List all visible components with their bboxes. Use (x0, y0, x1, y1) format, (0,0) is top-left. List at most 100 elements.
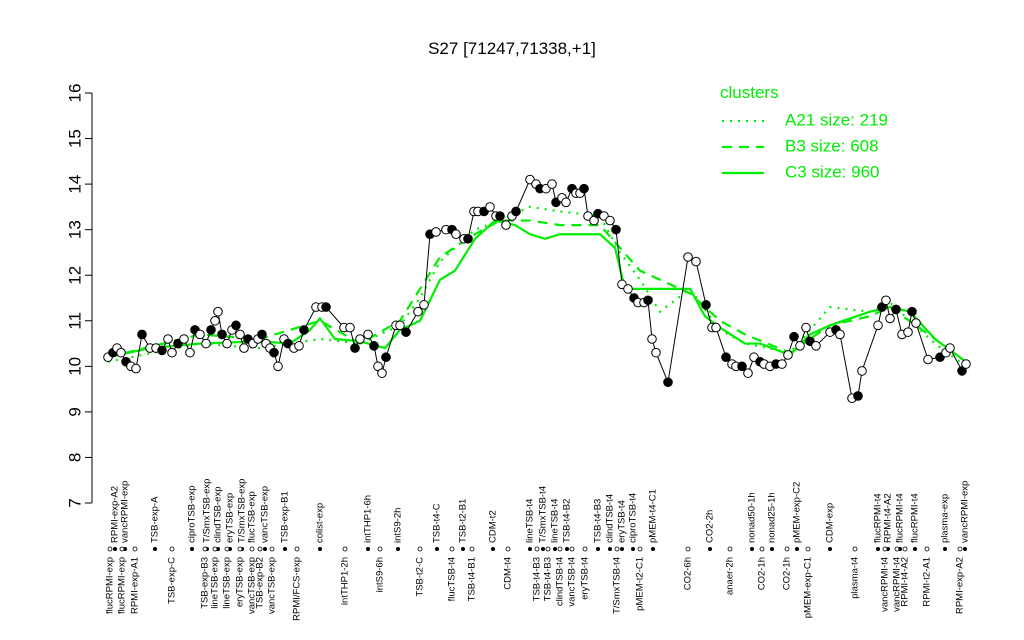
x-tick-label: RPMI-t4-A2 (900, 557, 911, 607)
x-tick-label: TSB-t4-B1 (467, 557, 478, 601)
x-tick-dot (491, 547, 495, 551)
x-tick-label: clindTSB-exp (213, 487, 224, 544)
sample-point (561, 197, 571, 208)
sample-point (683, 252, 693, 262)
x-tick-dot (620, 547, 624, 551)
x-tick-dot (795, 547, 799, 551)
y-tick-label: 7 (65, 498, 84, 507)
sample-point (835, 329, 845, 340)
sample-point (137, 329, 147, 340)
x-tick-label: flucTSB-exp (247, 491, 258, 543)
x-tick-label: RPMI-t2-A1 (922, 557, 933, 607)
x-tick-dot (828, 547, 832, 551)
x-tick-label: eryTSB-exp (235, 557, 246, 607)
x-tick-label: vancTSB-exp (247, 557, 258, 614)
sample-point (350, 343, 360, 353)
sample-point (299, 325, 309, 335)
sample-point (579, 183, 589, 194)
x-tick-label: flucTSB-t4 (447, 557, 458, 601)
x-tick-dot (541, 547, 545, 551)
sample-point (891, 304, 901, 315)
x-tick-dot (269, 546, 275, 552)
x-tick-label: intTHP1-6h (363, 495, 374, 543)
sample-point (463, 233, 473, 244)
y-tick-label: 9 (65, 407, 84, 416)
x-tick-label: ciproTSB-exp (187, 485, 198, 543)
sample-point (269, 347, 279, 358)
x-tick-label: T/SmxTSB-exp (237, 479, 248, 543)
x-tick-dot (553, 547, 557, 551)
sample-point (923, 354, 933, 365)
sample-point (201, 338, 211, 349)
sample-point (321, 302, 331, 312)
chart-title: S27 [71247,71338,+1] (428, 39, 596, 58)
x-tick-label: nonad50-1h (747, 492, 758, 543)
x-tick-dot (417, 546, 423, 552)
sample-point (167, 347, 177, 358)
x-tick-label: vancTSB-exp (260, 486, 271, 543)
x-tick-label: lineTSB-t4 (550, 499, 561, 543)
x-tick-label: RPMI-exp-A2 (110, 486, 121, 543)
legend-label: B3 size: 608 (785, 136, 879, 155)
x-tick-dot (882, 546, 888, 552)
x-tick-dot (913, 547, 917, 551)
x-tick-label: nonad25-1h (767, 492, 778, 543)
x-tick-dot (545, 546, 551, 552)
sample-point (157, 345, 167, 356)
x-tick-dot (557, 546, 563, 552)
sample-point (783, 350, 793, 360)
x-tick-label: pMEM-t2-C1 (635, 557, 646, 611)
y-tick-label: 15 (65, 129, 84, 148)
legend-title: clusters (720, 83, 779, 102)
x-tick-label: RPMI/FCS-exp (292, 557, 303, 621)
x-tick-label: CO2-6h (683, 557, 694, 590)
x-tick-dot (366, 547, 370, 551)
x-tick-dot (852, 546, 858, 552)
sample-point (381, 352, 391, 363)
x-tick-dot (263, 547, 267, 551)
sample-point (369, 341, 379, 351)
x-tick-label: TSB-exp-B2 (255, 557, 266, 609)
x-tick-dot (342, 546, 348, 552)
x-tick-label: pMEM-t4-C1 (648, 489, 659, 543)
x-tick-dot (237, 546, 243, 552)
x-tick-label: TSB-t4-C (432, 503, 443, 543)
x-tick-label: T/SmxTSB-t4 (612, 557, 623, 614)
x-tick-label: anaer-2h (725, 557, 736, 595)
x-tick-label: clindTSB-t4 (605, 494, 616, 543)
sample-point (651, 347, 661, 358)
x-tick-label: CDM-t4 (503, 557, 514, 590)
x-tick-dot (727, 546, 733, 552)
sample-point (701, 300, 711, 310)
x-tick-dot (876, 547, 880, 551)
x-tick-dot (113, 547, 117, 551)
x-tick-label: TSB-t4-B3 (593, 499, 604, 543)
x-tick-label: TSB-exp-C (167, 557, 178, 604)
x-tick-dot (608, 547, 612, 551)
sample-point (235, 329, 245, 340)
sample-point (647, 334, 657, 344)
x-tick-dot (107, 546, 113, 552)
x-tick-label: colist-exp (315, 503, 326, 543)
sample-point (907, 306, 917, 317)
sample-point (721, 352, 731, 363)
x-tick-label: pMEM-exp-C2 (792, 482, 803, 543)
sample-point (217, 329, 227, 340)
x-tick-label: TSB-exp-B1 (280, 491, 291, 543)
x-tick-label: vancRPMI-t4 (892, 557, 903, 612)
x-tick-label: T/SmxTSB-exp (202, 479, 213, 543)
legend-label: A21 size: 219 (785, 110, 888, 129)
x-tick-label: plasma-t4 (850, 557, 861, 599)
sample-point (495, 211, 505, 221)
sample-point (451, 229, 461, 240)
x-tick-dot (943, 547, 947, 551)
sample-point (294, 341, 304, 351)
x-tick-label: CO2-2h (705, 510, 716, 543)
x-tick-label: intS9-2h (393, 508, 404, 543)
x-tick-dot (631, 547, 635, 551)
x-tick-label: vancTSB-t4 (567, 557, 578, 607)
sample-point (547, 179, 557, 189)
sample-point (355, 334, 365, 344)
cluster-line (107, 219, 967, 363)
